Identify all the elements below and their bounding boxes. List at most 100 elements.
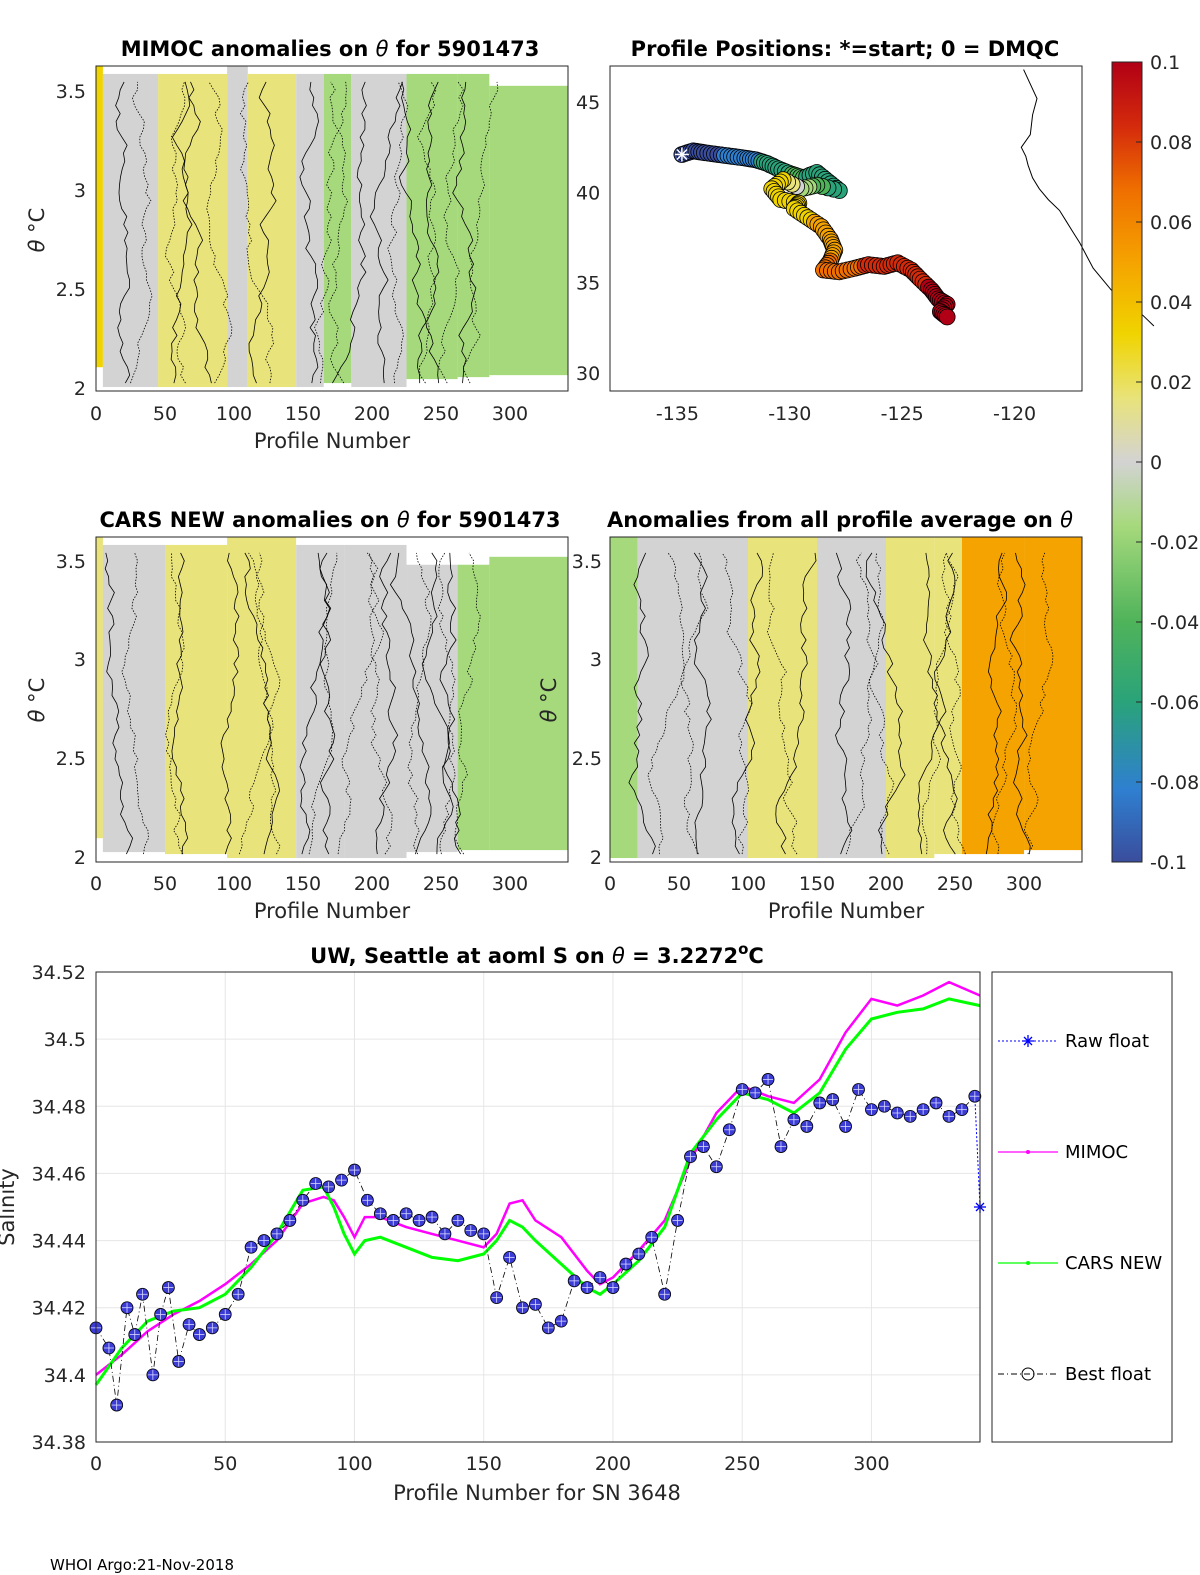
contour-line <box>171 552 189 855</box>
contour-line <box>855 552 895 855</box>
positions-panel: Profile Positions: *=start; 0 = DMQC -13… <box>576 37 1155 425</box>
positions-xtick: -120 <box>993 403 1036 425</box>
heatmap-cell <box>961 537 1025 855</box>
dot-marker-icon <box>1026 1150 1030 1154</box>
best-float-marker <box>942 1109 956 1123</box>
best-float-marker <box>516 1301 529 1315</box>
salinity-yticks: 34.38 34.4 34.42 34.44 34.46 34.48 34.5 34.52 <box>32 962 86 1454</box>
best-float-marker <box>412 1214 426 1227</box>
contour-line <box>439 552 462 855</box>
footer-credit: WHOI Argo:21-Nov-2018 <box>50 1556 234 1574</box>
average-ytick: 2 <box>590 847 602 869</box>
colorbar-ticks: 0.1 0.08 0.06 0.04 0.02 0 -0.02 -0.04 -0.06 -0.08… <box>1136 52 1199 874</box>
best-float-marker <box>128 1328 142 1341</box>
salinity-ytick: 34.5 <box>44 1029 86 1051</box>
average-xtick: 100 <box>730 873 766 895</box>
salinity-xtick: 300 <box>853 1453 889 1475</box>
contour-line <box>766 552 798 855</box>
best-float-marker <box>283 1214 297 1227</box>
best-float-marker <box>529 1297 542 1311</box>
average-xtick: 200 <box>868 873 904 895</box>
heatmap-cell <box>886 537 935 859</box>
colorbar-tick-label: 0.06 <box>1150 212 1192 234</box>
cars-xtick: 150 <box>285 873 321 895</box>
average-yticks: 2 2.5 3 3.5 <box>572 551 602 869</box>
heatmap-cell <box>637 537 680 859</box>
salinity-xtick: 150 <box>466 1453 502 1475</box>
contour-line <box>721 552 753 855</box>
mimoc-axes-box <box>95 65 569 392</box>
contour-line <box>775 552 817 855</box>
cars-panel: CARS NEW anomalies on θ for 5901473 0 50… <box>25 508 569 923</box>
best-float-marker <box>800 1120 814 1133</box>
best-float-marker <box>709 1160 723 1174</box>
legend-best-label: Best float <box>1065 1364 1151 1385</box>
contour-line <box>314 81 347 384</box>
cars-xtick: 0 <box>90 873 102 895</box>
heatmap-cell <box>817 537 887 859</box>
average-ytick: 3.5 <box>572 551 602 573</box>
contour-line <box>104 552 134 855</box>
salinity-xtick: 200 <box>595 1453 631 1475</box>
contour-line <box>917 552 956 855</box>
contour-line <box>165 552 185 855</box>
contour-line <box>628 552 656 855</box>
best-float-marker <box>968 1089 982 1103</box>
best-float-marker <box>839 1120 852 1133</box>
heatmap-cell <box>165 544 228 855</box>
circle-marker-icon <box>1021 1367 1035 1381</box>
best-float-marker <box>136 1287 149 1301</box>
contour-line <box>438 81 464 384</box>
best-float-marker <box>192 1328 206 1341</box>
best-float-marker <box>154 1308 168 1321</box>
best-float-marker <box>684 1150 697 1164</box>
legend-mimoc: MIMOC <box>998 1142 1128 1163</box>
best-float-marker <box>826 1093 840 1106</box>
contour-line <box>220 552 240 855</box>
salinity-ytick: 34.44 <box>32 1231 86 1253</box>
cars-ytick: 2 <box>74 847 86 869</box>
best-float-marker <box>787 1113 801 1127</box>
contour-line <box>921 552 959 855</box>
contour-line <box>985 552 1008 855</box>
colorbar-tick-label: 0.02 <box>1150 372 1192 394</box>
mimoc-title: MIMOC anomalies on θ for 5901473 <box>121 37 540 61</box>
best-float-marker <box>580 1281 594 1294</box>
average-xtick: 300 <box>1006 873 1042 895</box>
legend-raw-label: Raw float <box>1065 1031 1149 1052</box>
cars-xticks: 0 50 100 150 200 250 300 <box>90 873 528 895</box>
cars-ytick: 3 <box>74 649 86 671</box>
colorbar-tick-label: 0.04 <box>1150 292 1192 314</box>
salinity-ytick: 34.52 <box>32 962 86 984</box>
mimoc-heatmap <box>96 66 568 388</box>
best-float-marker <box>852 1083 865 1096</box>
best-float-marker <box>541 1321 555 1335</box>
positions-title: Profile Positions: *=start; 0 = DMQC <box>631 37 1060 61</box>
mimoc-ytick: 2 <box>74 378 86 400</box>
colorbar-tick-label: -0.08 <box>1150 772 1199 794</box>
cars-yticks: 2 2.5 3 3.5 <box>56 551 86 869</box>
best-float-marker <box>205 1321 219 1335</box>
average-ytick: 3 <box>590 649 602 671</box>
colorbar: 0.1 0.08 0.06 0.04 0.02 0 -0.02 -0.04 -0.06 -0.08… <box>1111 52 1199 874</box>
contour-line <box>299 552 332 855</box>
contour-line <box>421 552 454 855</box>
heatmap-cell <box>406 73 458 380</box>
salinity-ylabel: Salinity <box>0 1168 19 1246</box>
mimoc-ytick: 2.5 <box>56 279 86 301</box>
dot-marker-icon <box>1026 1261 1030 1265</box>
best-float-marker <box>348 1163 361 1177</box>
best-float-marker <box>270 1227 284 1241</box>
positions-yticks: 30 35 40 45 <box>576 92 600 385</box>
heatmap-cell <box>344 544 407 859</box>
cars-xtick: 250 <box>423 873 459 895</box>
salinity-ytick: 34.42 <box>32 1298 86 1320</box>
legend-raw-float: Raw float <box>998 1031 1149 1052</box>
heatmap-cell <box>96 66 103 368</box>
best-float-marker <box>335 1173 348 1187</box>
mimoc-xtick: 250 <box>423 403 459 425</box>
average-title: Anomalies from all profile average on θ <box>607 508 1073 532</box>
salinity-legend: Raw float MIMOC CARS NEW Best float <box>991 971 1173 1443</box>
contour-line <box>164 81 187 384</box>
legend-box <box>991 971 1173 1443</box>
